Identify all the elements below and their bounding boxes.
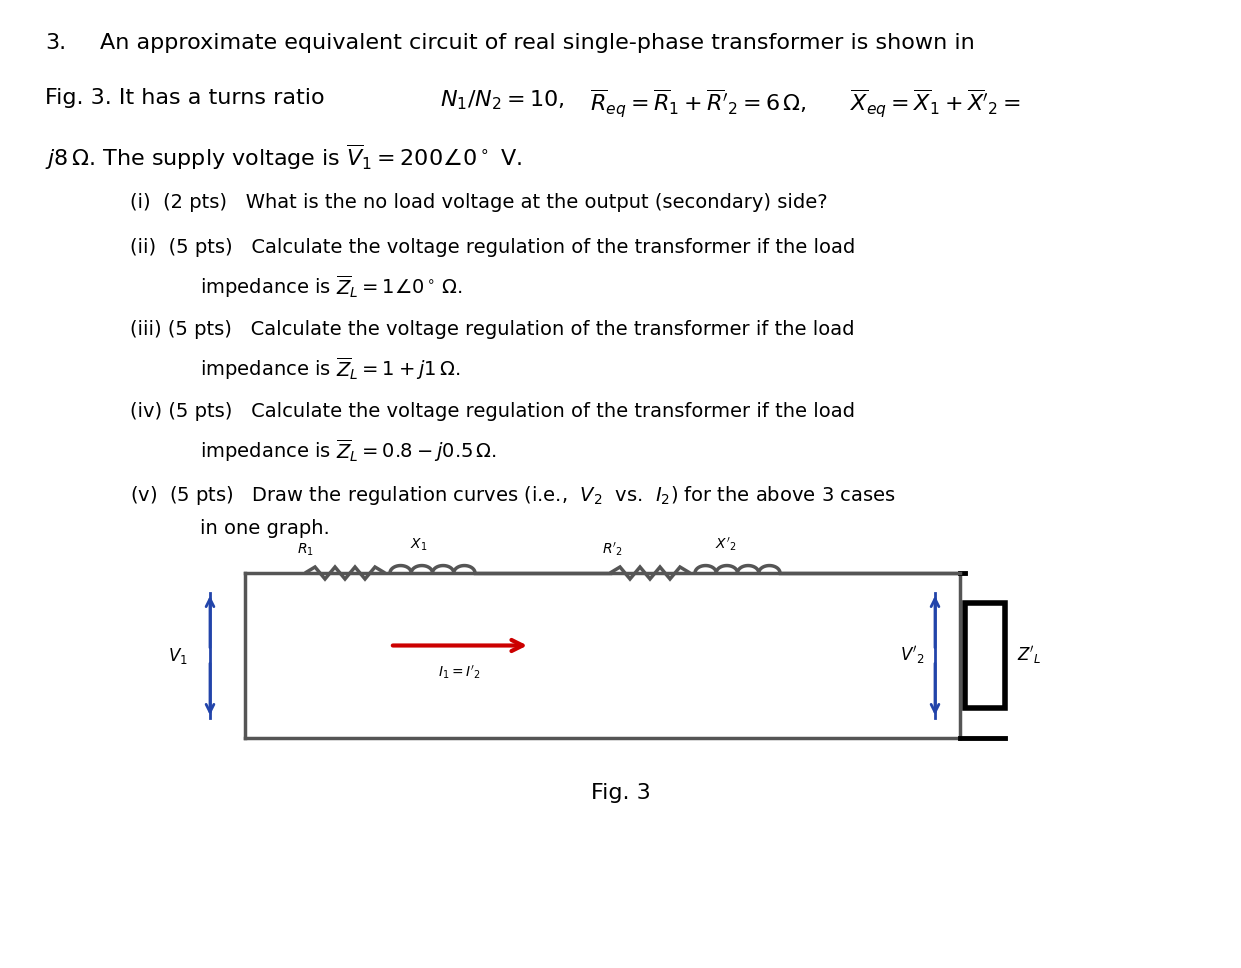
Text: $X_1$: $X_1$	[410, 536, 427, 553]
Text: (iv) (5 pts)   Calculate the voltage regulation of the transformer if the load: (iv) (5 pts) Calculate the voltage regul…	[130, 402, 855, 421]
Text: (ii)  (5 pts)   Calculate the voltage regulation of the transformer if the load: (ii) (5 pts) Calculate the voltage regul…	[130, 238, 855, 257]
Text: (i)  (2 pts)   What is the no load voltage at the output (secondary) side?: (i) (2 pts) What is the no load voltage …	[130, 193, 828, 212]
Text: (iii) (5 pts)   Calculate the voltage regulation of the transformer if the load: (iii) (5 pts) Calculate the voltage regu…	[130, 320, 855, 339]
Text: Fig. 3. It has a turns ratio: Fig. 3. It has a turns ratio	[45, 88, 325, 108]
Text: $\overline{R}_{eq} = \overline{R}_1 + \overline{R}'_2 = 6\,\Omega,$: $\overline{R}_{eq} = \overline{R}_1 + \o…	[589, 88, 807, 120]
Text: $R'_2$: $R'_2$	[602, 540, 623, 558]
Text: impedance is $\overline{Z}_L = 0.8 - j0.5\,\Omega$.: impedance is $\overline{Z}_L = 0.8 - j0.…	[200, 437, 496, 464]
Text: $V'_2$: $V'_2$	[900, 645, 925, 667]
Text: impedance is $\overline{Z}_L = 1\angle 0^\circ\,\Omega$.: impedance is $\overline{Z}_L = 1\angle 0…	[200, 273, 463, 300]
Text: $j8\,\Omega$. The supply voltage is $\overline{V}_1 = 200\angle 0^\circ$ V.: $j8\,\Omega$. The supply voltage is $\ov…	[45, 143, 522, 172]
Text: 3.: 3.	[45, 33, 66, 53]
Text: An approximate equivalent circuit of real single-phase transformer is shown in: An approximate equivalent circuit of rea…	[101, 33, 974, 53]
Text: Fig. 3: Fig. 3	[591, 783, 650, 803]
Text: $V_1$: $V_1$	[169, 646, 187, 666]
Text: $X'_2$: $X'_2$	[715, 535, 736, 553]
FancyBboxPatch shape	[965, 603, 1005, 708]
Text: impedance is $\overline{Z}_L = 1 + j1\,\Omega$.: impedance is $\overline{Z}_L = 1 + j1\,\…	[200, 355, 460, 381]
Text: $Z'_L$: $Z'_L$	[1018, 645, 1041, 667]
Text: $N_1/N_2 = 10,$: $N_1/N_2 = 10,$	[441, 88, 565, 111]
Text: $I_1 = I'_2$: $I_1 = I'_2$	[438, 663, 482, 681]
Text: (v)  (5 pts)   Draw the regulation curves (i.e.,  $V_2$  vs.  $I_2$) for the abo: (v) (5 pts) Draw the regulation curves (…	[130, 484, 896, 507]
Text: $R_1$: $R_1$	[297, 542, 314, 558]
Text: in one graph.: in one graph.	[200, 519, 330, 538]
Text: $\overline{X}_{eq} = \overline{X}_1 + \overline{X}'_2 =$: $\overline{X}_{eq} = \overline{X}_1 + \o…	[850, 88, 1020, 120]
